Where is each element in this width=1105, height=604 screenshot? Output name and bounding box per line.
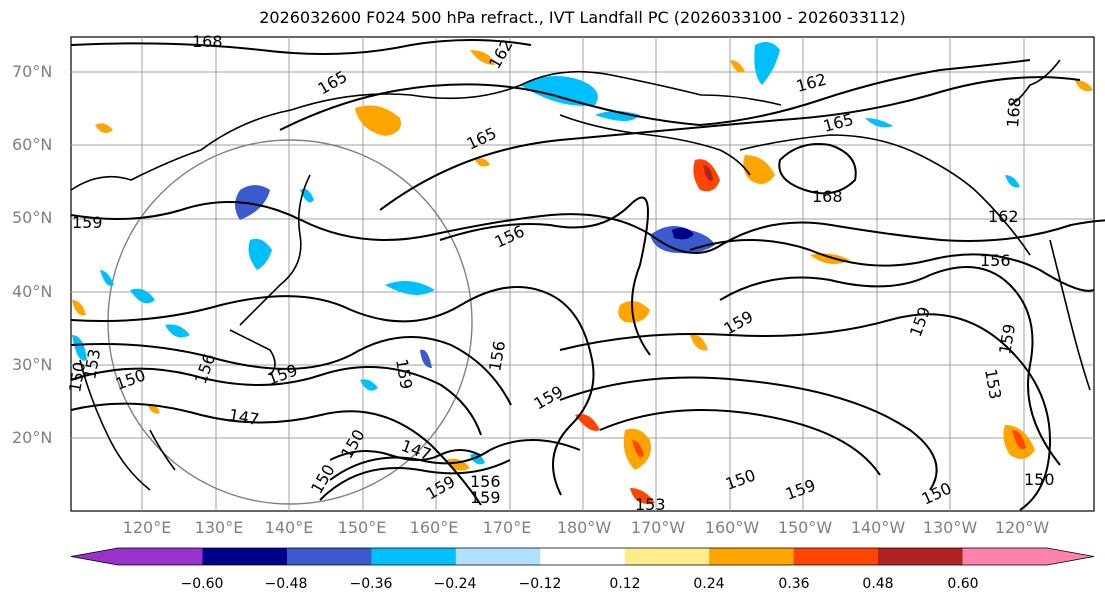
- lon-label: 120°E: [122, 518, 172, 537]
- positive-shading: [72, 50, 1093, 504]
- negative-shading: [72, 41, 1020, 465]
- colorbar-segment: [371, 548, 457, 565]
- lon-label: 160°W: [704, 518, 760, 537]
- contour-label: 168: [812, 187, 843, 206]
- lon-label: 170°W: [630, 518, 686, 537]
- colorbar-segment: [455, 548, 541, 565]
- colorbar-segment: [118, 548, 203, 565]
- coastlines: [70, 59, 1091, 491]
- landfall-circle: [107, 139, 473, 505]
- lat-label: 60°N: [12, 135, 53, 154]
- colorbar-segment: [202, 548, 288, 565]
- colorbar-tick-label: −0.36: [349, 576, 393, 592]
- colorbar-tick-label: −0.48: [264, 576, 308, 592]
- contour-label: 153: [635, 495, 666, 514]
- lon-label: 150°E: [337, 518, 387, 537]
- colorbar-tick-label: 0.24: [693, 576, 725, 592]
- lon-label: 160°E: [409, 518, 459, 537]
- colorbar: [70, 547, 1095, 566]
- colorbar-segment: [793, 548, 879, 565]
- colorbar-over-arrow: [1047, 548, 1094, 565]
- contour-labels: 168 165 162 165 162 168 165 168 159 156 …: [65, 32, 1054, 514]
- lon-label: 130°W: [922, 518, 978, 537]
- lon-label: 140°W: [850, 518, 906, 537]
- colorbar-segment: [709, 548, 795, 565]
- contour-label: 156: [470, 472, 501, 491]
- refractivity-contours: [70, 39, 1105, 511]
- colorbar-tick-label: −0.24: [433, 576, 477, 592]
- contour-label: 159: [72, 213, 103, 232]
- contour-label: 150: [1024, 470, 1055, 489]
- colorbar-under-arrow: [71, 548, 118, 565]
- contour-label: 168: [1003, 96, 1025, 128]
- lon-label: 150°W: [777, 518, 833, 537]
- lat-label: 30°N: [12, 355, 53, 374]
- colorbar-segment: [540, 548, 626, 565]
- contour-label: 159: [470, 488, 501, 507]
- colorbar-tick-label: 0.60: [947, 576, 979, 592]
- lat-label: 50°N: [12, 208, 53, 227]
- lon-label: 170°E: [482, 518, 532, 537]
- colorbar-segment: [962, 548, 1048, 565]
- colorbar-tick-label: 0.36: [778, 576, 810, 592]
- lat-label: 70°N: [12, 62, 53, 81]
- colorbar-segment: [878, 548, 964, 565]
- contour-label: 156: [980, 251, 1011, 270]
- lat-label: 40°N: [12, 282, 53, 301]
- lon-label: 130°E: [194, 518, 244, 537]
- contour-label: 162: [988, 207, 1019, 226]
- colorbar-tick-label: −0.60: [180, 576, 224, 592]
- map-title: 2026032600 F024 500 hPa refract., IVT La…: [259, 8, 906, 27]
- lon-label: 120°W: [994, 518, 1050, 537]
- lat-label: 20°N: [12, 428, 53, 447]
- colorbar-outline: [70, 547, 1095, 566]
- colorbar-segment: [286, 548, 372, 565]
- colorbar-tick-label: 0.12: [609, 576, 641, 592]
- colorbar-segment: [624, 548, 710, 565]
- colorbar-tick-label: 0.48: [862, 576, 894, 592]
- colorbar-tick-label: −0.12: [518, 576, 562, 592]
- contour-label: 168: [192, 32, 223, 51]
- lon-label: 140°E: [264, 518, 314, 537]
- lon-label: 180°W: [556, 518, 612, 537]
